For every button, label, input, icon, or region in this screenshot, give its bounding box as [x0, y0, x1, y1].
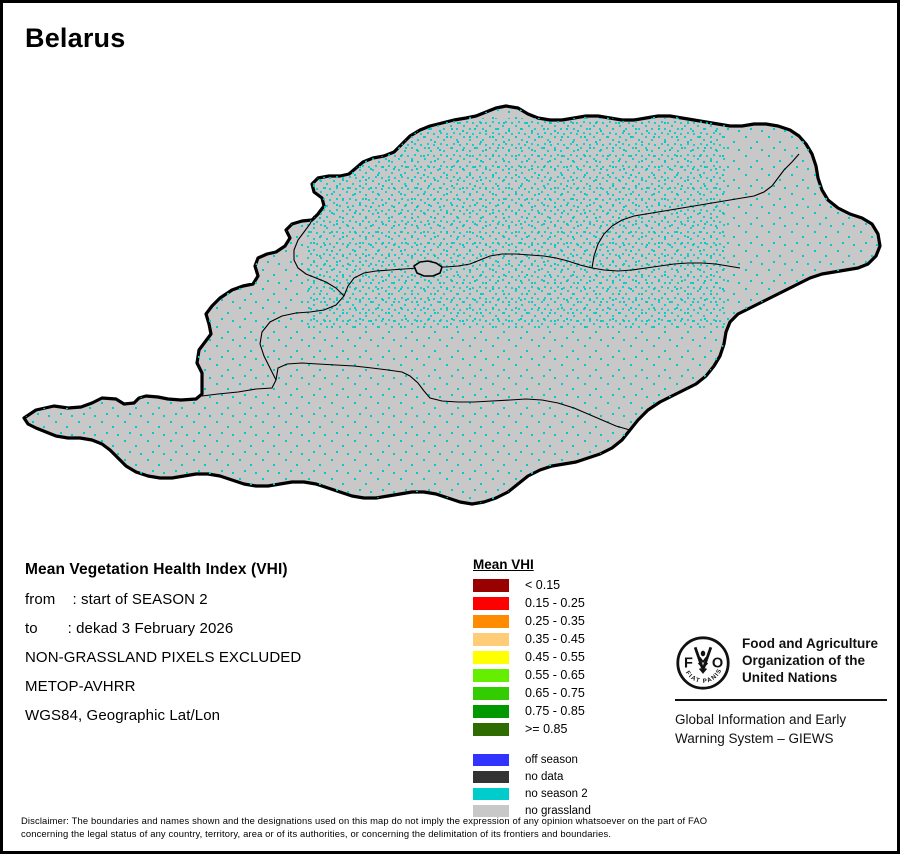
- legend-item: off season: [473, 751, 591, 768]
- legend-title: Mean VHI: [473, 557, 534, 572]
- legend-swatch-icon: [473, 650, 509, 664]
- legend-label: off season: [525, 753, 578, 766]
- legend-item: 0.25 - 0.35: [473, 612, 591, 630]
- legend-item: 0.75 - 0.85: [473, 702, 591, 720]
- fao-branding: F O FIAT PANIS Food and Agriculture Orga…: [675, 635, 887, 748]
- legend-swatch-icon: [473, 632, 509, 646]
- legend-swatch-icon: [473, 596, 509, 610]
- legend-special-list: off season no data no season 2 no grassl…: [473, 751, 591, 819]
- legend-label: 0.55 - 0.65: [525, 668, 585, 682]
- legend-label: 0.15 - 0.25: [525, 596, 585, 610]
- legend-label: < 0.15: [525, 578, 561, 592]
- legend-swatch-icon: [473, 668, 509, 682]
- fao-name-line-3: United Nations: [742, 670, 838, 685]
- metadata-line-exclusion: NON-GRASSLAND PIXELS EXCLUDED: [25, 649, 302, 666]
- giews-line-2: Warning System – GIEWS: [675, 731, 834, 746]
- legend-label: >= 0.85: [525, 722, 568, 736]
- legend-item: 0.15 - 0.25: [473, 594, 591, 612]
- map-metadata-block: Mean Vegetation Health Index (VHI) from …: [25, 561, 455, 736]
- map-canvas: [6, 58, 897, 528]
- giews-subtitle: Global Information and Early Warning Sys…: [675, 710, 887, 748]
- legend-swatch-icon: [473, 753, 509, 766]
- legend-swatch-icon: [473, 722, 509, 736]
- fao-organization-name: Food and Agriculture Organization of the…: [742, 635, 878, 686]
- legend-item: < 0.15: [473, 576, 591, 594]
- belarus-map-svg: [22, 104, 882, 506]
- legend-swatch-icon: [473, 614, 509, 628]
- metadata-line-from: from : start of SEASON 2: [25, 591, 208, 608]
- lake-outline: [413, 260, 443, 277]
- legend-item: no data: [473, 768, 591, 785]
- legend-swatch-icon: [473, 804, 509, 817]
- legend-label: 0.75 - 0.85: [525, 704, 585, 718]
- legend-label: no season 2: [525, 787, 588, 800]
- metadata-line-to: to : dekad 3 February 2026: [25, 620, 234, 637]
- svg-text:O: O: [712, 655, 723, 671]
- legend-swatch-icon: [473, 578, 509, 592]
- fao-name-line-2: Organization of the: [742, 653, 865, 668]
- legend-swatch-icon: [473, 704, 509, 718]
- legend-swatch-icon: [473, 686, 509, 700]
- legend-label: no data: [525, 770, 564, 783]
- legend-spacer: [473, 738, 591, 751]
- legend-item: >= 0.85: [473, 720, 591, 738]
- disclaimer: Disclaimer: The boundaries and names sho…: [21, 815, 887, 840]
- disclaimer-line-1: Disclaimer: The boundaries and names sho…: [21, 815, 708, 826]
- giews-line-1: Global Information and Early: [675, 712, 847, 727]
- legend-item: 0.45 - 0.55: [473, 648, 591, 666]
- metadata-title: Mean Vegetation Health Index (VHI): [25, 561, 288, 578]
- legend-item: 0.65 - 0.75: [473, 684, 591, 702]
- fao-divider: [675, 699, 887, 701]
- metadata-line-sensor: METOP-AVHRR: [25, 678, 136, 695]
- legend-label: 0.35 - 0.45: [525, 632, 585, 646]
- legend-swatch-icon: [473, 787, 509, 800]
- svg-text:F: F: [684, 655, 693, 671]
- fao-emblem-icon: F O FIAT PANIS: [676, 636, 730, 690]
- no-season-2-pixels: [24, 106, 880, 504]
- legend-item: 0.55 - 0.65: [473, 666, 591, 684]
- province-boundaries: [201, 153, 800, 431]
- disclaimer-line-2: concerning the legal status of any count…: [21, 827, 612, 839]
- fao-name-line-1: Food and Agriculture: [742, 636, 878, 651]
- legend-item: no grassland: [473, 802, 591, 819]
- legend-class-list: < 0.15 0.15 - 0.25 0.25 - 0.35 0.35 - 0.…: [473, 576, 591, 738]
- legend-label: 0.45 - 0.55: [525, 650, 585, 664]
- page-title: Belarus: [25, 23, 126, 53]
- legend-item: 0.35 - 0.45: [473, 630, 591, 648]
- legend-label: 0.25 - 0.35: [525, 614, 585, 628]
- fao-logo-row: F O FIAT PANIS Food and Agriculture Orga…: [675, 635, 887, 691]
- legend-label: no grassland: [525, 804, 591, 817]
- legend-label: 0.65 - 0.75: [525, 686, 585, 700]
- legend: Mean VHI < 0.15 0.15 - 0.25 0.25 - 0.35 …: [473, 557, 591, 819]
- legend-item: no season 2: [473, 785, 591, 802]
- metadata-line-projection: WGS84, Geographic Lat/Lon: [25, 707, 221, 724]
- legend-swatch-icon: [473, 770, 509, 783]
